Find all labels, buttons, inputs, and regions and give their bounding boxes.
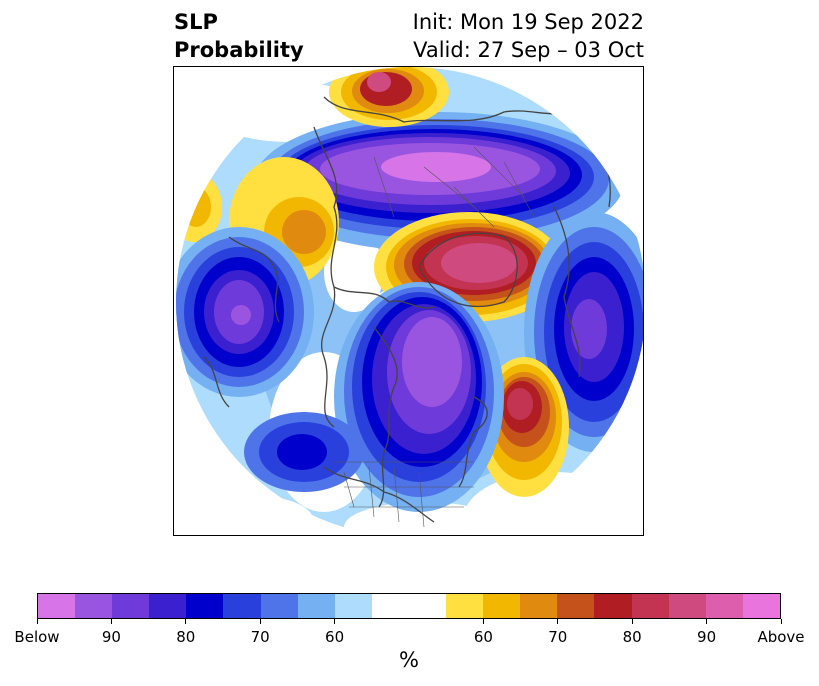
colorbar-segment — [557, 594, 595, 618]
colorbar-segment — [112, 594, 150, 618]
europe-below-region — [176, 227, 314, 397]
colorbar-tick — [557, 619, 559, 624]
title-line-1: SLP — [174, 10, 218, 34]
colorbar-tick-label: 90 — [101, 628, 121, 646]
colorbar-tick — [706, 619, 708, 624]
init-date: Init: Mon 19 Sep 2022 — [412, 10, 644, 34]
colorbar-segment — [520, 594, 558, 618]
colorbar-unit-label: % — [399, 648, 419, 672]
colorbar-tick — [185, 619, 187, 624]
colorbar-tick — [334, 619, 336, 624]
colorbar-segment — [75, 594, 113, 618]
valid-date: Valid: 27 Sep – 03 Oct — [413, 38, 644, 62]
colorbar-segment — [668, 594, 706, 618]
colorbar-segment — [742, 594, 780, 618]
colorbar-tick — [631, 619, 633, 624]
colorbar-segment — [223, 594, 261, 618]
colorbar-tick-label: 90 — [697, 628, 717, 646]
colorbar-tick-label: 70 — [548, 628, 568, 646]
colorbar-tick — [110, 619, 112, 624]
colorbar-ticks — [36, 619, 782, 629]
colorbar-segment — [38, 594, 76, 618]
colorbar-tick — [780, 619, 782, 624]
colorbar-segment — [705, 594, 743, 618]
colorbar-tick — [259, 619, 261, 624]
arctic-below-region — [254, 112, 624, 252]
colorbar-tick-label: 70 — [250, 628, 270, 646]
east-asia-above-region — [329, 67, 449, 127]
political-borders — [334, 146, 535, 528]
colorbar-segment — [371, 594, 447, 618]
southwest-below-region — [244, 412, 364, 492]
colorbar — [37, 593, 781, 619]
colorbar-tick — [36, 619, 38, 624]
map-panel — [173, 66, 644, 536]
colorbar-segment — [149, 594, 187, 618]
colorbar-tick-label: 60 — [473, 628, 493, 646]
title-line-2: Probability — [174, 38, 304, 62]
date-info: Init: Mon 19 Sep 2022 Valid: 27 Sep – 03… — [413, 8, 644, 64]
colorbar-segment — [297, 594, 335, 618]
probability-map — [176, 67, 643, 535]
colorbar-tick-label: Above — [757, 628, 805, 646]
colorbar-tick-label: 80 — [176, 628, 196, 646]
colorbar-tick-label: Below — [14, 628, 60, 646]
colorbar-segment — [446, 594, 484, 618]
colorbar-tick-label: 80 — [622, 628, 642, 646]
colorbar-segment — [186, 594, 224, 618]
colorbar-segment — [594, 594, 632, 618]
colorbar-segment — [260, 594, 298, 618]
colorbar-tick — [482, 619, 484, 624]
colorbar-tick-label: 60 — [325, 628, 345, 646]
colorbar-segment — [631, 594, 669, 618]
north-america-below-region — [334, 282, 504, 512]
colorbar-segment — [483, 594, 521, 618]
colorbar-segment — [334, 594, 372, 618]
map-title: SLP Probability — [174, 8, 304, 64]
